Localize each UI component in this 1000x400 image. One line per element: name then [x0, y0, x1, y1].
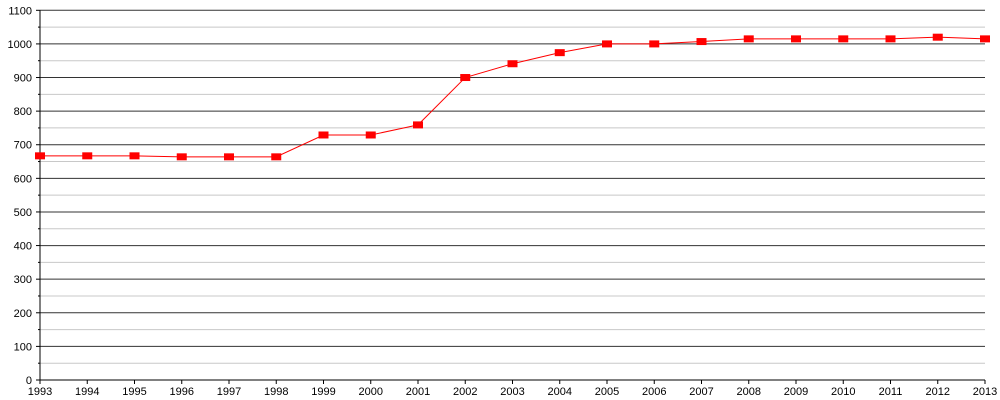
data-point: [980, 35, 990, 43]
data-point: [791, 35, 801, 43]
y-tick-label: 200: [14, 308, 32, 320]
x-tick-label: 1995: [122, 386, 146, 398]
x-tick-label: 1997: [217, 386, 241, 398]
x-tick-label: 1998: [264, 386, 288, 398]
x-tick-label: 1993: [28, 386, 52, 398]
x-tick-label: 2002: [453, 386, 477, 398]
data-point: [602, 40, 612, 48]
y-tick-label: 900: [14, 73, 32, 85]
x-tick-label: 2012: [926, 386, 950, 398]
y-tick-label: 1100: [8, 5, 32, 17]
y-tick-label: 100: [14, 341, 32, 353]
y-tick-label: 600: [14, 173, 32, 185]
x-tick-label: 2013: [973, 386, 997, 398]
series-line: [40, 36, 986, 158]
data-point: [460, 74, 471, 82]
data-point: [271, 153, 282, 161]
y-tick-label: 400: [14, 241, 32, 253]
data-point: [507, 60, 518, 68]
x-tick-label: 2006: [642, 386, 666, 398]
y-tick-label: 300: [14, 274, 32, 286]
y-tick-label: 1000: [8, 39, 32, 51]
x-tick-label: 2009: [784, 386, 808, 398]
x-tick-label: 1994: [75, 386, 99, 398]
data-point: [318, 131, 329, 139]
data-point: [649, 40, 660, 48]
data-point: [696, 38, 707, 46]
x-tick-label: 2001: [406, 386, 430, 398]
x-tick-label: 2005: [595, 386, 619, 398]
x-tick-label: 2004: [548, 386, 572, 398]
x-tick-label: 1999: [311, 386, 335, 398]
x-tick-label: 2000: [359, 386, 383, 398]
x-tick-label: 2011: [879, 386, 903, 398]
data-point: [82, 152, 93, 160]
x-tick-label: 2007: [689, 386, 713, 398]
y-tick-label: 800: [14, 106, 32, 118]
data-point: [838, 35, 849, 43]
x-tick-label: 2010: [831, 386, 855, 398]
data-point: [743, 35, 754, 43]
y-tick-label: 700: [14, 140, 32, 152]
data-point: [413, 121, 423, 129]
x-tick-label: 2003: [500, 386, 524, 398]
data-point: [129, 152, 140, 160]
data-point: [554, 49, 565, 57]
x-tick-label: 1996: [170, 386, 194, 398]
data-point: [885, 35, 896, 43]
y-tick-label: 0: [26, 375, 32, 387]
data-point: [176, 153, 187, 161]
y-tick-label: 500: [14, 207, 32, 219]
data-point: [932, 33, 943, 41]
data-point: [35, 152, 45, 160]
data-point: [365, 131, 376, 139]
x-tick-label: 2008: [737, 386, 761, 398]
data-point: [224, 153, 234, 161]
